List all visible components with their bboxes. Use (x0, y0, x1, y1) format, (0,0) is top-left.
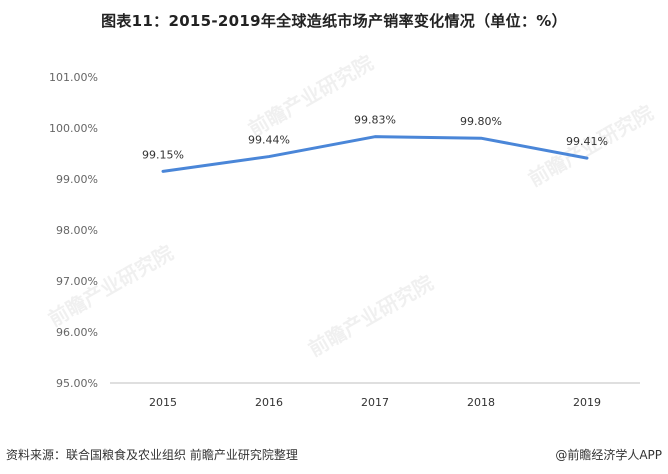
data-label: 99.41% (566, 135, 608, 148)
y-tick-label: 99.00% (56, 173, 98, 186)
source-note: 资料来源：联合国粮食及农业组织 前瞻产业研究院整理 (6, 448, 298, 462)
y-tick-label: 101.00% (49, 71, 98, 84)
data-label: 99.44% (248, 134, 290, 147)
x-tick-label: 2019 (573, 396, 601, 409)
data-labels: 99.15% 99.44% 99.83% 99.80% 99.41% (142, 114, 608, 162)
x-tick-label: 2017 (361, 396, 389, 409)
x-tick-label: 2015 (149, 396, 177, 409)
y-tick-label: 95.00% (56, 377, 98, 390)
line-chart: 95.00% 96.00% 97.00% 98.00% 99.00% 100.00% 101… (49, 71, 640, 409)
y-axis-ticks: 95.00% 96.00% 97.00% 98.00% 99.00% 100.00% 101… (49, 71, 98, 390)
y-tick-label: 97.00% (56, 275, 98, 288)
x-axis-ticks: 2015 2016 2017 2018 2019 (149, 396, 601, 409)
y-tick-label: 100.00% (49, 122, 98, 135)
data-label: 99.15% (142, 148, 184, 161)
series-line (161, 135, 589, 173)
data-label: 99.83% (354, 114, 396, 127)
y-tick-label: 96.00% (56, 326, 98, 339)
data-label: 99.80% (460, 115, 502, 128)
x-tick-label: 2018 (467, 396, 495, 409)
credit-note: @前瞻经济学人APP (555, 448, 662, 462)
chart-title: 图表11：2015-2019年全球造纸市场产销率变化情况（单位：%） (101, 12, 567, 30)
y-tick-label: 98.00% (56, 224, 98, 237)
x-tick-label: 2016 (255, 396, 283, 409)
